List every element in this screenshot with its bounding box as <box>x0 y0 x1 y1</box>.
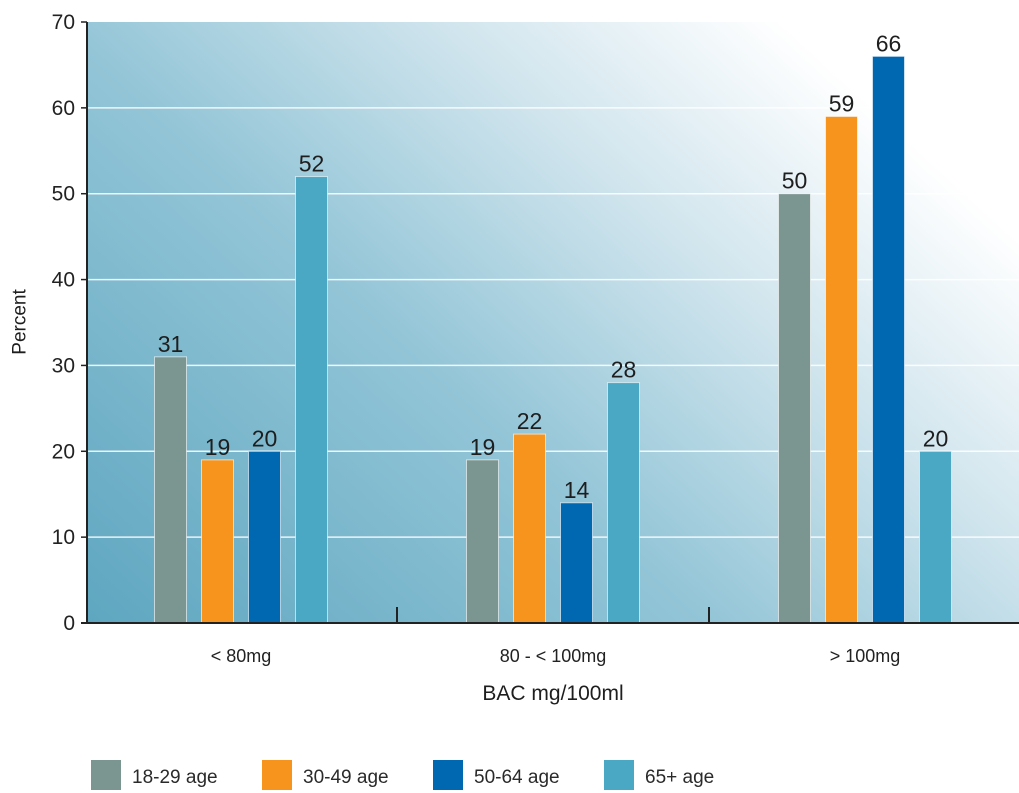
y-tick-label: 70 <box>52 11 75 34</box>
bar <box>466 459 499 624</box>
y-tick-label: 20 <box>52 440 75 463</box>
bar <box>154 356 187 624</box>
bar <box>607 382 640 624</box>
x-tick-label: 80 - < 100mg <box>500 646 607 666</box>
data-label: 50 <box>782 168 808 194</box>
data-label: 22 <box>517 408 543 434</box>
bar <box>201 459 234 624</box>
data-label: 20 <box>252 425 278 451</box>
bar <box>872 55 905 624</box>
bar <box>919 450 952 624</box>
x-tick-label: < 80mg <box>211 646 272 666</box>
legend-swatch <box>604 760 634 790</box>
legend-swatch <box>433 760 463 790</box>
y-tick-label: 0 <box>63 612 75 635</box>
x-axis-title: BAC mg/100ml <box>482 682 623 705</box>
y-tick-label: 50 <box>52 183 75 206</box>
bar <box>560 502 593 624</box>
legend-swatch <box>91 760 121 790</box>
legend-item: 30-49 age <box>262 760 389 790</box>
data-label: 14 <box>564 477 590 503</box>
y-tick-labels: 0 10 20 30 40 50 60 70 <box>52 11 75 635</box>
legend-swatch <box>262 760 292 790</box>
data-labels: 31 19 20 52 19 22 14 28 50 59 66 20 <box>158 30 949 502</box>
bar <box>825 115 858 624</box>
legend-item: 50-64 age <box>433 760 560 790</box>
legend-label: 18-29 age <box>132 767 218 788</box>
x-category-labels: < 80mg 80 - < 100mg > 100mg <box>211 646 901 666</box>
bar <box>248 450 281 624</box>
x-tick-label: > 100mg <box>830 646 901 666</box>
data-label: 31 <box>158 331 184 357</box>
legend: 18-29 age 30-49 age 50-64 age 65+ age <box>91 760 714 790</box>
data-label: 59 <box>829 90 855 116</box>
data-label: 19 <box>470 434 496 460</box>
y-tick-label: 30 <box>52 354 75 377</box>
bar <box>513 433 546 624</box>
gridlines <box>87 107 1019 538</box>
y-tick-label: 40 <box>52 269 75 292</box>
bar <box>778 193 811 624</box>
y-axis-title: Percent <box>10 289 31 355</box>
legend-label: 50-64 age <box>474 767 560 788</box>
bars <box>154 55 952 624</box>
data-label: 20 <box>923 425 949 451</box>
legend-label: 65+ age <box>645 767 714 788</box>
legend-label: 30-49 age <box>303 767 389 788</box>
data-label: 52 <box>299 151 325 177</box>
bar <box>295 176 328 624</box>
y-tick-label: 60 <box>52 97 75 120</box>
legend-item: 18-29 age <box>91 760 218 790</box>
data-label: 19 <box>205 434 231 460</box>
data-label: 66 <box>876 30 902 56</box>
y-tick-label: 10 <box>52 526 75 549</box>
data-label: 28 <box>611 357 637 383</box>
plot-background <box>87 22 1019 623</box>
legend-item: 65+ age <box>604 760 714 790</box>
axes <box>81 21 1019 624</box>
